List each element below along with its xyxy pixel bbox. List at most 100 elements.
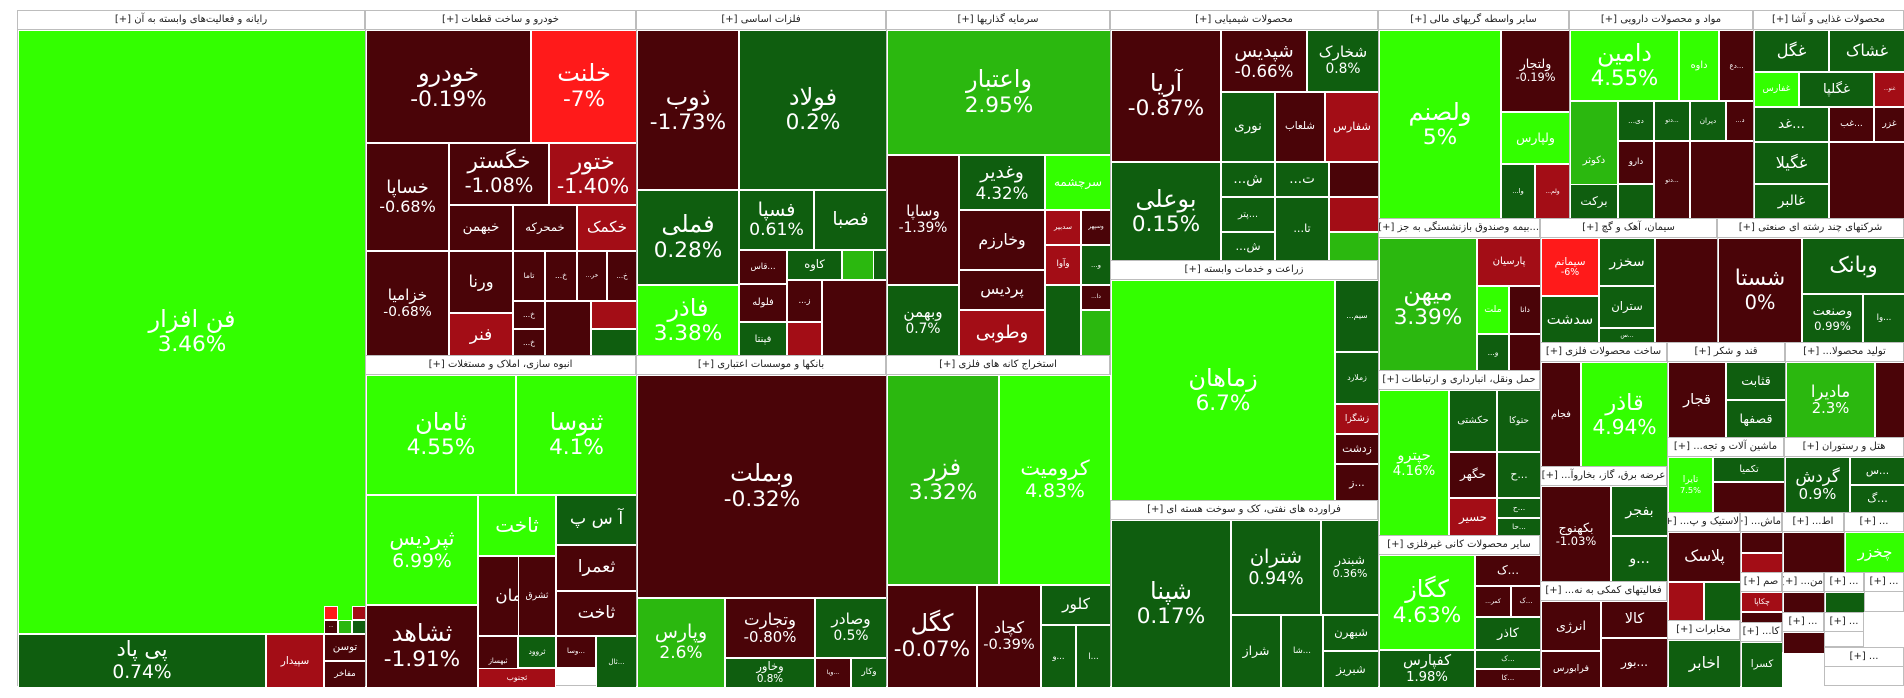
sector-title[interactable]: قند و شکر [+] (1668, 343, 1784, 362)
stock-tile[interactable] (1741, 553, 1783, 574)
sector-title[interactable]: خودرو و ساخت قطعات [+] (366, 11, 635, 30)
stock-tile[interactable]: خلنت -7% (531, 30, 637, 143)
stock-tile[interactable]: فجام (1541, 362, 1581, 468)
stock-tile[interactable]: خساپا -0.68% (366, 143, 449, 251)
stock-tile[interactable]: وتجارت -0.80% (725, 598, 815, 658)
stock-tile[interactable]: وصنعت 0.99% (1802, 294, 1863, 344)
sector-title[interactable]: مواد و محصولات دارویی [+] (1570, 11, 1752, 30)
stock-tile[interactable]: ثاخت (556, 591, 637, 636)
stock-tile[interactable]: وبملت -0.32% (637, 375, 887, 598)
stock-tile[interactable] (1783, 532, 1845, 574)
stock-tile[interactable]: تا... (1275, 197, 1329, 262)
stock-tile[interactable]: ثجنوب (478, 668, 556, 688)
stock-tile[interactable]: مادیرا 2.3% (1786, 362, 1875, 439)
stock-tile[interactable]: کچاد -0.39% (977, 585, 1041, 688)
stock-tile[interactable]: وبانک (1802, 238, 1904, 294)
stock-tile[interactable]: ثامان 4.55% (366, 375, 516, 495)
stock-tile[interactable]: ...غد (1754, 107, 1829, 142)
stock-tile[interactable]: قصفها (1726, 400, 1786, 439)
stock-tile[interactable] (1783, 632, 1825, 654)
stock-tile[interactable] (1668, 582, 1704, 622)
stock-tile[interactable]: شتران 0.94% (1231, 520, 1321, 615)
stock-tile[interactable]: پردیس (959, 270, 1045, 310)
stock-tile[interactable]: حپترو 4.16% (1379, 390, 1449, 537)
stock-tile[interactable]: قثابت (1726, 362, 1786, 400)
stock-tile[interactable]: ولصنم 5% (1379, 30, 1501, 220)
stock-tile[interactable]: حسیر (1449, 498, 1497, 537)
stock-tile[interactable]: ...دتو (1654, 101, 1690, 141)
stock-tile[interactable]: و... (1081, 245, 1111, 285)
stock-tile[interactable]: گردش 0.9% (1785, 457, 1850, 514)
stock-tile[interactable] (1618, 184, 1654, 220)
stock-tile[interactable]: دا... (1081, 285, 1111, 310)
stock-tile[interactable]: فن افزار 3.46% (18, 30, 366, 634)
stock-tile[interactable]: ولتجار -0.19% (1501, 30, 1570, 112)
sector-title[interactable]: سیمان، آهک و گچ [+] (1541, 219, 1716, 238)
stock-tile[interactable]: حکشتی (1449, 390, 1497, 452)
stock-tile[interactable]: کاذر (1475, 617, 1541, 650)
stock-tile[interactable]: فاذر 3.38% (637, 285, 739, 357)
stock-tile[interactable]: ذوب -1.73% (637, 30, 739, 190)
stock-tile[interactable]: فپنتا (739, 322, 787, 357)
stock-tile[interactable]: کگل -0.07% (887, 585, 977, 688)
stock-tile[interactable]: ...ثال (596, 636, 637, 688)
stock-tile[interactable]: خ... (545, 251, 577, 301)
sector-title[interactable]: لاستیک و پ... [+] (1668, 513, 1739, 532)
stock-tile[interactable]: سیمانم -6% (1541, 238, 1599, 296)
stock-tile[interactable]: ثشاهد -1.91% (366, 605, 478, 688)
stock-tile[interactable]: خبهمن (449, 205, 513, 251)
sector-title[interactable]: محصولات شیمیایی [+] (1111, 11, 1377, 30)
stock-tile[interactable]: ستران (1599, 286, 1655, 328)
stock-tile[interactable]: وپارس 2.6% (637, 598, 725, 688)
sector-title[interactable]: ... [+] (1783, 613, 1823, 632)
stock-tile[interactable] (1783, 592, 1825, 614)
stock-tile[interactable]: وکار (851, 658, 887, 688)
sector-title[interactable]: رایانه و فعالیت‌های وابسته به آن [+] (18, 11, 364, 30)
sector-title[interactable]: صم [+] (1741, 573, 1781, 592)
stock-tile[interactable]: خ... (513, 329, 545, 357)
stock-tile[interactable]: غزر (1874, 107, 1904, 142)
stock-tile[interactable]: کالا (1601, 601, 1668, 638)
stock-tile[interactable]: غشاک (1829, 30, 1904, 72)
stock-tile[interactable]: شپدیس -0.66% (1221, 30, 1307, 92)
stock-tile[interactable]: دانا (1509, 286, 1541, 334)
stock-tile[interactable]: ...ز (1335, 464, 1379, 502)
stock-tile[interactable] (1509, 334, 1541, 372)
stock-tile[interactable]: ورنا (449, 251, 513, 313)
stock-tile[interactable]: میهن 3.39% (1379, 238, 1477, 372)
stock-tile[interactable]: خزامیا -0.68% (366, 251, 449, 357)
stock-tile[interactable]: غفارس (1754, 72, 1799, 107)
stock-tile[interactable]: شبریز (1323, 651, 1379, 688)
stock-tile[interactable]: دی... (1618, 101, 1654, 141)
stock-tile[interactable]: توسن (324, 634, 366, 661)
stock-tile[interactable]: غنو... (1874, 72, 1904, 107)
sector-title[interactable]: ... [+] (1825, 648, 1903, 667)
stock-tile[interactable]: شبندر 0.36% (1321, 520, 1379, 615)
stock-tile[interactable] (1829, 142, 1904, 220)
stock-tile[interactable]: ولم... (1535, 164, 1570, 220)
stock-tile[interactable]: کگاز 4.63% (1379, 555, 1475, 650)
stock-tile[interactable]: سخزر (1599, 238, 1655, 286)
stock-tile[interactable]: قاذر 4.94% (1581, 362, 1668, 468)
stock-tile[interactable]: زشگزا (1335, 404, 1379, 434)
sector-title[interactable]: ... [+] (1865, 573, 1903, 592)
stock-tile[interactable]: چکاپا (1741, 592, 1783, 612)
sector-title[interactable]: حمل ونقل، انبارداری و ارتباطات [+] (1379, 371, 1539, 390)
stock-tile[interactable]: غگل (1754, 30, 1829, 72)
stock-tile[interactable]: داوه (1679, 30, 1719, 101)
stock-tile[interactable] (1875, 362, 1904, 439)
stock-tile[interactable]: کمر... (1475, 586, 1511, 617)
sector-title[interactable]: تولید محصولا... [+] (1786, 343, 1903, 362)
stock-tile[interactable]: پی پاد 0.74% (18, 634, 266, 688)
stock-tile[interactable]: برکت (1570, 184, 1618, 220)
stock-tile[interactable] (1045, 285, 1081, 357)
stock-tile[interactable]: زماهان 6.7% (1111, 280, 1335, 502)
sector-title[interactable]: شرکتهای چند رشته ای صنعتی [+] (1718, 219, 1903, 238)
stock-tile[interactable]: شفارس (1325, 92, 1379, 162)
stock-tile[interactable] (591, 301, 637, 329)
stock-tile[interactable] (545, 301, 591, 357)
stock-tile[interactable]: وساپا -1.39% (887, 155, 959, 285)
stock-tile[interactable]: اخابر (1668, 640, 1741, 688)
stock-tile[interactable]: سیم... (1335, 280, 1379, 352)
stock-tile[interactable] (1329, 162, 1379, 197)
